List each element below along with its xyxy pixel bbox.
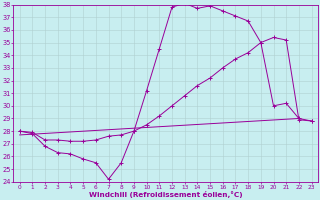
X-axis label: Windchill (Refroidissement éolien,°C): Windchill (Refroidissement éolien,°C) [89, 191, 243, 198]
